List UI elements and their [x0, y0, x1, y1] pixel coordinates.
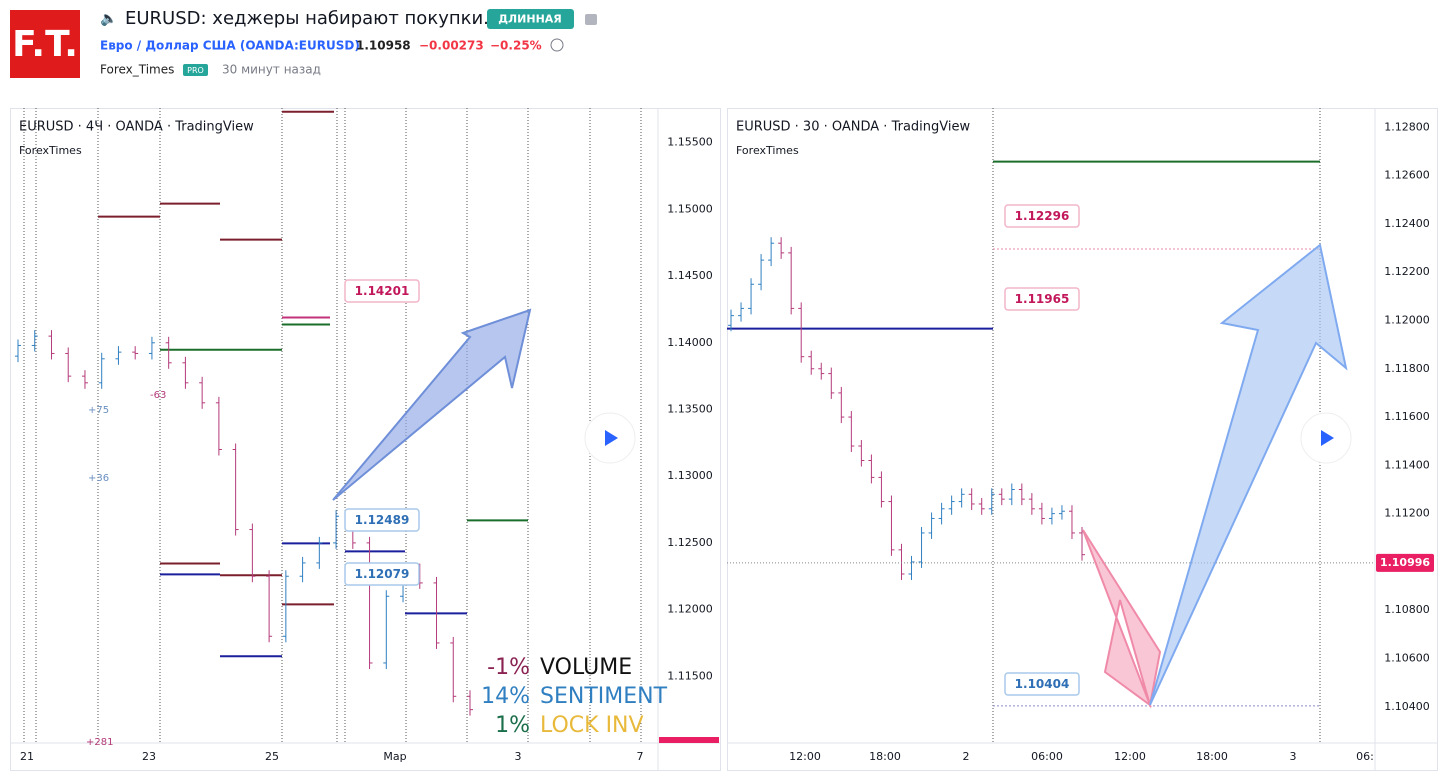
current-price: 1.10996 [1380, 556, 1430, 569]
author[interactable]: Forex_Times [100, 63, 174, 77]
x-tick-label: 12:00 [789, 750, 821, 763]
idea-title: EURUSD: хеджеры набирают покупки. [125, 8, 489, 29]
chart-subtitle: ForexTimes [19, 144, 82, 157]
x-tick-label: 25 [265, 750, 279, 763]
price-label-box [344, 508, 420, 532]
x-tick-label: 7 [637, 750, 644, 763]
annotation: -63 [150, 390, 166, 401]
badge-text: ДЛИННАЯ [498, 13, 562, 26]
indicator-name: VOLUME [540, 655, 632, 680]
chart-area [15, 108, 642, 743]
x-tick-label: Мар [383, 750, 406, 763]
y-tick-label: 1.11400 [1384, 458, 1430, 471]
x-tick-label: 06: [1356, 750, 1374, 763]
price-label: 1.12079 [355, 567, 410, 581]
y-tick-label: 1.12000 [1384, 313, 1430, 326]
lock-icon [585, 14, 597, 25]
y-tick-label: 1.15500 [667, 136, 713, 149]
y-tick-label: 1.12000 [667, 603, 713, 616]
chart-title: EURUSD · 4Ч · OANDA · TradingView [19, 120, 254, 135]
y-tick-label: 1.12500 [667, 536, 713, 549]
y-tick-label: 1.12800 [1384, 120, 1430, 133]
indicator-value: 14% [481, 684, 530, 709]
x-tick-label: 18:00 [869, 750, 901, 763]
symbol-link[interactable]: Евро / Доллар США (OANDA:EURUSD) [100, 39, 360, 53]
x-tick-label: 06:00 [1031, 750, 1063, 763]
speaker-icon: 🔈 [100, 11, 117, 27]
x-tick-label: 21 [20, 750, 34, 763]
pro-badge [183, 64, 208, 76]
price: 1.10958 [356, 39, 411, 53]
price-label: 1.11965 [1015, 292, 1070, 306]
arrow [332, 308, 532, 501]
price-label: 1.12296 [1015, 209, 1070, 223]
arrow [1149, 243, 1348, 706]
annotation: +281 [86, 737, 113, 748]
overlay: EURUSD · 4Ч · OANDA · TradingView ForexTi… [19, 120, 1434, 763]
current-price-tag [659, 737, 719, 743]
y-tick-label: 1.14000 [667, 336, 713, 349]
price-label: 1.10404 [1015, 677, 1070, 691]
indicator-name: LOCK INV [540, 713, 644, 738]
indicator-name: SENTIMENT [540, 684, 668, 709]
x-tick-label: 3 [515, 750, 522, 763]
alert-icon[interactable] [550, 38, 564, 52]
annotation: +75 [88, 405, 109, 416]
chart-subtitle: ForexTimes [736, 144, 799, 157]
y-tick-label: 1.13000 [667, 469, 713, 482]
y-tick-label: 1.11500 [667, 669, 713, 682]
arrow [1082, 529, 1162, 709]
time: 30 минут назад [222, 63, 321, 77]
y-tick-label: 1.10600 [1384, 651, 1430, 664]
chart-area [727, 108, 1375, 743]
x-tick-label: 23 [142, 750, 156, 763]
x-tick-label: 18:00 [1196, 750, 1228, 763]
price-label-box [1004, 672, 1080, 696]
current-price-tag [1376, 553, 1434, 572]
price-label-box [344, 279, 420, 303]
annotation: +36 [88, 473, 109, 484]
price-label-box [1004, 204, 1080, 228]
y-tick-label: 1.12600 [1384, 169, 1430, 182]
price-label: 1.14201 [355, 284, 410, 298]
x-tick-label: 12:00 [1114, 750, 1146, 763]
y-tick-label: 1.12200 [1384, 265, 1430, 278]
panel [10, 108, 721, 771]
y-tick-label: 1.12400 [1384, 217, 1430, 230]
badge [487, 9, 574, 29]
y-tick-label: 1.14500 [667, 269, 713, 282]
indicator-value: -1% [487, 655, 530, 680]
change-pct: −0.25% [490, 39, 542, 53]
y-tick-label: 1.11600 [1384, 410, 1430, 423]
x-tick-label: 3 [1290, 750, 1297, 763]
indicator-value: 1% [495, 713, 530, 738]
y-tick-label: 1.11200 [1384, 507, 1430, 520]
y-tick-label: 1.10800 [1384, 603, 1430, 616]
change: −0.00273 [419, 39, 484, 53]
price-label-box [344, 562, 420, 586]
play-icon [605, 430, 618, 446]
logo-text: F.T. [12, 24, 78, 65]
price-label: 1.12489 [355, 513, 410, 527]
chart-title: EURUSD · 30 · OANDA · TradingView [736, 120, 970, 135]
y-tick-label: 1.13500 [667, 402, 713, 415]
x-tick-label: 2 [963, 750, 970, 763]
y-tick-label: 1.11800 [1384, 362, 1430, 375]
play-icon [1321, 430, 1334, 446]
pro-text: PRO [187, 66, 204, 75]
y-tick-label: 1.10400 [1384, 700, 1430, 713]
panel [727, 108, 1438, 771]
logo[interactable] [10, 10, 80, 78]
y-tick-label: 1.15000 [667, 202, 713, 215]
price-label-box [1004, 287, 1080, 311]
